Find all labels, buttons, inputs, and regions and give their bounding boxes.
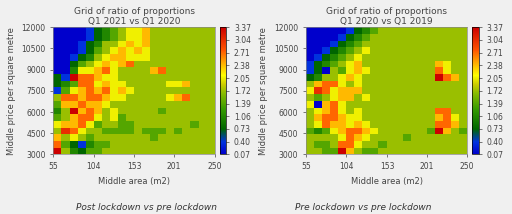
Text: Pre lockdown vs pre lockdown: Pre lockdown vs pre lockdown xyxy=(295,203,432,212)
Title: Grid of ratio of proportions
Q1 2021 vs Q1 2020: Grid of ratio of proportions Q1 2021 vs … xyxy=(74,7,195,26)
X-axis label: Middle area (m2): Middle area (m2) xyxy=(98,177,170,186)
X-axis label: Middle area (m2): Middle area (m2) xyxy=(351,177,422,186)
Title: Grid of ratio of proportions
Q1 2020 vs Q1 2019: Grid of ratio of proportions Q1 2020 vs … xyxy=(326,7,447,26)
Text: Post lockdown vs pre lockdown: Post lockdown vs pre lockdown xyxy=(76,203,218,212)
Y-axis label: Middle price per square metre: Middle price per square metre xyxy=(260,27,268,155)
Y-axis label: Middle price per square metre: Middle price per square metre xyxy=(7,27,16,155)
